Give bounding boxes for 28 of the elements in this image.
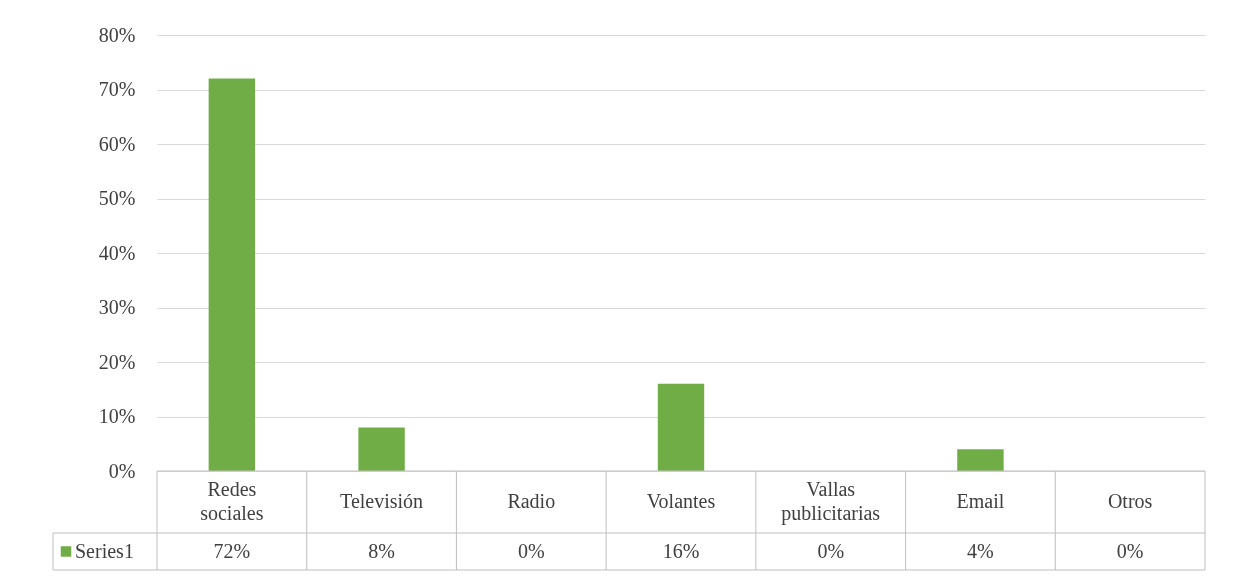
- y-tick-label: 20%: [98, 350, 136, 373]
- x-tick-label: Televisión: [340, 490, 424, 512]
- y-tick-label: 40%: [98, 241, 136, 264]
- text: 4%: [967, 539, 994, 562]
- x-tick-label: Email: [956, 490, 1005, 512]
- y-tick-label: 50%: [98, 187, 136, 209]
- x-tick-label: Otros: [1107, 490, 1153, 512]
- bar: [208, 78, 256, 471]
- legend-label: Series1: [75, 539, 134, 562]
- text: 0%: [1116, 539, 1144, 562]
- x-tick-label: Radio: [507, 490, 556, 512]
- y-tick-label: 0%: [108, 459, 136, 482]
- y-tick-label: 80%: [98, 23, 136, 46]
- text: 0%: [817, 539, 845, 562]
- bar: [657, 383, 705, 471]
- y-tick-label: 30%: [98, 296, 136, 318]
- y-tick-label: 10%: [98, 405, 136, 427]
- x-tick-label: Volantes: [646, 490, 716, 512]
- x-tick-label: Redes sociales: [200, 478, 264, 524]
- x-tick-label: Vallas publicitarias: [781, 478, 881, 525]
- bar: [358, 427, 405, 471]
- y-tick-label: 60%: [98, 132, 136, 155]
- y-tick-label: 70%: [98, 78, 136, 100]
- text: 72%: [213, 539, 251, 562]
- text: 0%: [517, 539, 545, 562]
- bar: [957, 449, 1004, 471]
- text: 8%: [368, 539, 395, 562]
- text: 16%: [662, 539, 700, 562]
